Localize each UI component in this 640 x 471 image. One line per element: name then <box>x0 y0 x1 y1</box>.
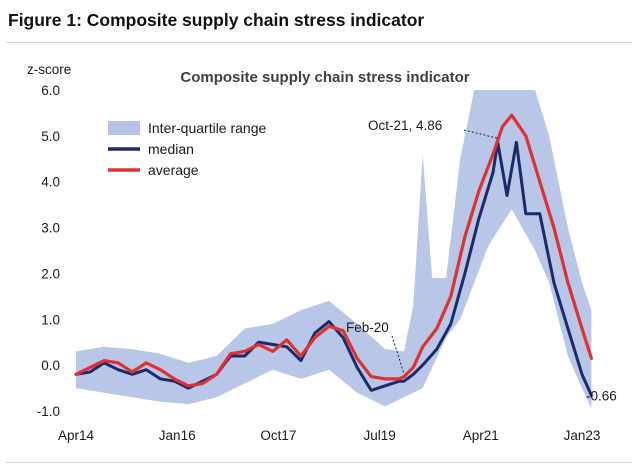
top-divider <box>6 42 632 43</box>
x-tick-label: Jan23 <box>564 428 601 443</box>
x-tick-label: Jan16 <box>159 428 196 443</box>
average-line <box>74 113 594 388</box>
legend-label: average <box>148 162 199 178</box>
y-tick-label: 4.0 <box>41 175 60 190</box>
legend-label: Inter-quartile range <box>148 120 267 136</box>
x-tick-label: Jul19 <box>363 428 395 443</box>
y-tick-label: 2.0 <box>41 266 60 281</box>
feb20-leader <box>391 335 405 374</box>
x-tick-label: Apr21 <box>463 428 499 443</box>
bottom-divider <box>6 462 632 463</box>
oct21-annotation: Oct-21, 4.86 <box>368 118 442 133</box>
median-line <box>74 140 593 397</box>
last-value-annotation: -0.66 <box>586 388 617 403</box>
legend-swatch-iqr <box>108 121 140 135</box>
feb20-annotation: Feb-20 <box>346 320 389 335</box>
x-axis-ticks: Apr14 Jan16 Oct17 Jul19 Apr21 Jan23 <box>58 428 600 443</box>
x-tick-label: Apr14 <box>58 428 95 443</box>
oct21-leader <box>463 129 498 139</box>
y-tick-label: 0.0 <box>41 358 60 373</box>
y-axis-ticks: 6.0 5.0 4.0 3.0 2.0 1.0 0.0 -1.0 <box>37 83 60 419</box>
x-tick-label: Oct17 <box>260 428 296 443</box>
y-tick-label: 6.0 <box>41 83 60 98</box>
y-tick-label: 1.0 <box>41 312 60 327</box>
plot-area <box>74 90 594 409</box>
iqr-band <box>76 90 592 409</box>
legend: Inter-quartile range median average <box>108 120 267 178</box>
y-tick-label: 5.0 <box>41 129 60 144</box>
y-tick-label: 3.0 <box>41 221 60 236</box>
chart-title: Composite supply chain stress indicator <box>180 69 469 86</box>
y-axis-title: z-score <box>27 62 71 77</box>
legend-label: median <box>148 141 194 157</box>
y-tick-label: -1.0 <box>37 404 60 419</box>
figure-title: Figure 1: Composite supply chain stress … <box>8 10 425 30</box>
annotations: Oct-21, 4.86 Feb-20 -0.66 <box>346 118 617 403</box>
